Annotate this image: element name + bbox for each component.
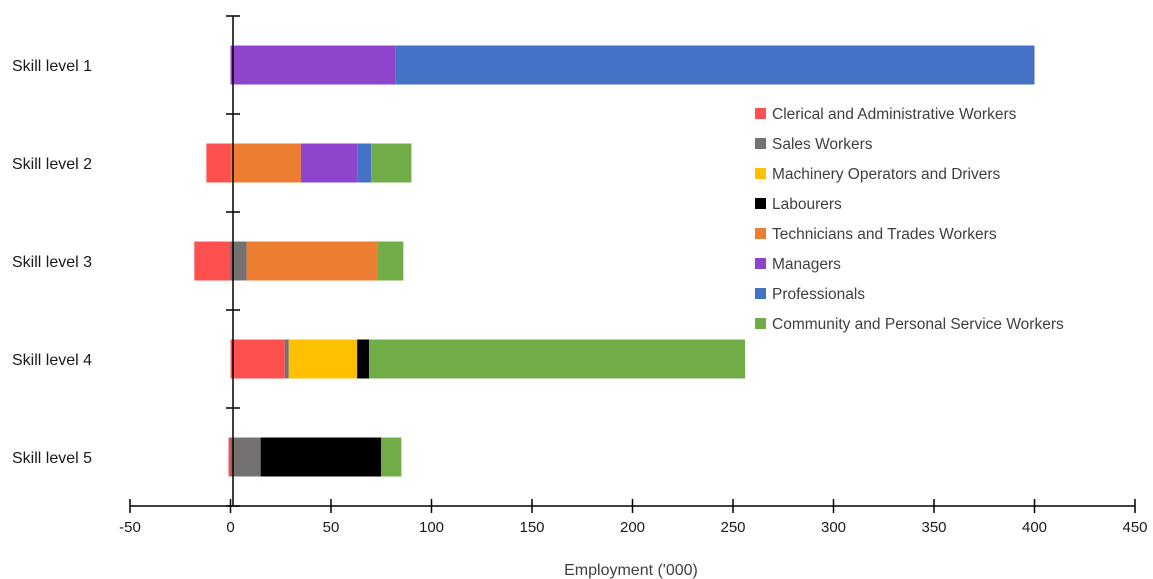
tick-labels: -50 0 50 100 150 200 250 300 350 400 450: [119, 519, 1147, 536]
x-tick-label: 150: [519, 519, 544, 536]
x-tick-label: 200: [620, 519, 645, 536]
legend-swatch: [755, 138, 766, 149]
legend-swatch: [755, 228, 766, 239]
bar-3-2: [230, 241, 247, 281]
legend-label: Professionals: [772, 286, 865, 303]
x-axis-title: Employment ('000): [564, 562, 698, 579]
x-tick-label: 0: [226, 519, 234, 536]
x-tick-label: 350: [921, 519, 946, 536]
axes: [129, 15, 1136, 513]
bar-4-4: [357, 339, 370, 379]
category-label: Skill level 4: [12, 352, 92, 369]
category-label: Skill level 2: [12, 156, 92, 173]
bar-2-1: [206, 143, 231, 183]
x-tick-label: 250: [720, 519, 745, 536]
legend-label: Technicians and Trades Workers: [772, 226, 997, 243]
legend-label: Clerical and Administrative Workers: [772, 106, 1017, 123]
bar-3-8: [377, 241, 404, 281]
legend-swatch: [755, 198, 766, 209]
bar-4-2: [284, 339, 289, 379]
legend-label: Community and Personal Service Workers: [772, 316, 1064, 333]
bar-5-1: [228, 437, 231, 477]
bar-3-1: [194, 241, 231, 281]
category-label: Skill level 1: [12, 58, 92, 75]
bar-5-8: [381, 437, 402, 477]
legend-swatch: [755, 258, 766, 269]
legend-swatch: [755, 288, 766, 299]
bar-4-3: [288, 339, 358, 379]
x-tick-label: 400: [1022, 519, 1047, 536]
category-label: Skill level 5: [12, 450, 92, 467]
bar-4-8: [369, 339, 746, 379]
legend-swatch: [755, 168, 766, 179]
legend-swatch: [755, 318, 766, 329]
x-tick-label: 300: [821, 519, 846, 536]
x-tick-label: -50: [119, 519, 141, 536]
bar-2-6: [300, 143, 358, 183]
bar-2-7: [357, 143, 372, 183]
bar-2-5: [230, 143, 301, 183]
category-labels: Skill level 1 Skill level 2 Skill level 3 S…: [12, 58, 92, 467]
legend-swatch: [755, 108, 766, 119]
bar-3-5: [246, 241, 378, 281]
x-tick-label: 50: [323, 519, 340, 536]
bar-1-7: [395, 45, 1035, 85]
bar-4-1: [230, 339, 285, 379]
legend: Clerical and Administrative Workers Sales…: [755, 106, 1064, 333]
bar-5-2: [230, 437, 261, 477]
bar-1-6: [230, 45, 396, 85]
legend-label: Labourers: [772, 196, 842, 213]
bar-2-8: [371, 143, 412, 183]
bars: [194, 45, 1035, 477]
legend-label: Sales Workers: [772, 136, 873, 153]
x-tick-label: 100: [419, 519, 444, 536]
bar-5-4: [260, 437, 382, 477]
category-label: Skill level 3: [12, 254, 92, 271]
x-tick-label: 450: [1122, 519, 1147, 536]
legend-label: Managers: [772, 256, 841, 273]
legend-label: Machinery Operators and Drivers: [772, 166, 1001, 183]
